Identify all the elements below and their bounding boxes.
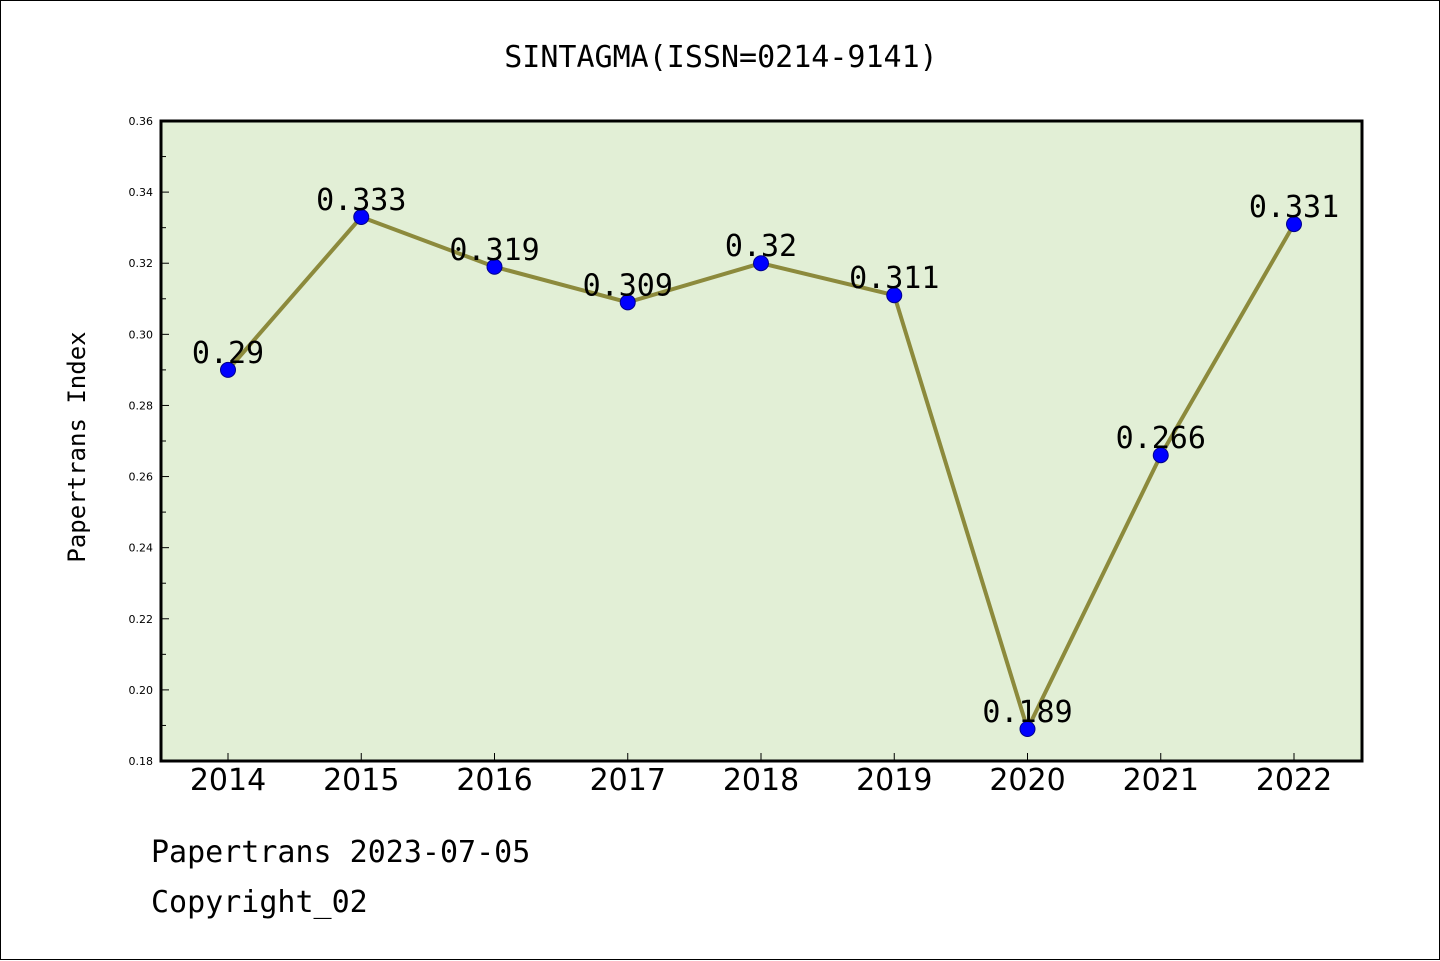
footer-copyright: Copyright_02 <box>151 885 368 920</box>
data-point <box>353 209 370 225</box>
y-tick-label: 0.30 <box>129 328 154 341</box>
data-point <box>220 361 236 378</box>
y-tick-label: 0.36 <box>129 115 154 128</box>
x-tick-label: 2018 <box>723 763 799 798</box>
data-label: 0.311 <box>849 261 939 296</box>
data-point <box>1286 216 1302 233</box>
data-label: 0.32 <box>725 229 797 264</box>
data-label: 0.189 <box>982 695 1072 730</box>
y-tick-label: 0.28 <box>129 399 154 412</box>
data-point <box>1152 447 1169 464</box>
x-tick-label: 2015 <box>323 763 399 798</box>
x-tick-label: 2021 <box>1123 763 1199 798</box>
data-point <box>753 255 769 272</box>
data-point <box>1019 721 1036 737</box>
data-label: 0.331 <box>1249 190 1339 225</box>
data-point <box>619 294 636 311</box>
y-axis-tick-labels: 0.18 0.20 0.22 0.24 0.26 0.28 0.30 0.32 0.34 0.36 <box>129 115 154 768</box>
data-point <box>486 258 503 275</box>
footer-date: Papertrans 2023-07-05 <box>151 835 531 870</box>
data-label: 0.309 <box>583 268 673 303</box>
x-tick-label: 2020 <box>989 763 1065 798</box>
y-tick-label: 0.22 <box>129 613 154 626</box>
data-label: 0.29 <box>192 336 264 371</box>
data-point-group <box>220 209 1302 737</box>
data-label-group: 0.29 0.333 0.319 0.309 0.32 0.311 0.189 0.266 0.… <box>192 183 1339 730</box>
y-axis-label: Papertrans Index <box>63 331 91 562</box>
x-tick-label: 2016 <box>456 763 532 798</box>
x-tick-label: 2017 <box>590 763 666 798</box>
y-tick-label: 0.18 <box>129 755 154 768</box>
x-tick-label: 2014 <box>190 763 266 798</box>
y-tick-label: 0.20 <box>129 684 154 697</box>
y-axis-ticks <box>161 120 1295 762</box>
y-tick-label: 0.26 <box>129 471 154 484</box>
plot-area <box>159 119 1364 763</box>
chart-title: SINTAGMA(ISSN=0214-9141) <box>504 40 937 75</box>
x-tick-label: 2019 <box>856 763 932 798</box>
x-tick-label: 2022 <box>1256 763 1332 798</box>
y-tick-label: 0.34 <box>129 186 154 199</box>
data-label: 0.319 <box>449 233 539 268</box>
data-point <box>886 287 903 304</box>
x-axis-tick-labels: 2014 2015 2016 2017 2018 2019 2020 2021 2022 <box>190 763 1332 798</box>
data-label: 0.266 <box>1116 421 1206 456</box>
y-tick-label: 0.32 <box>129 257 154 270</box>
data-label: 0.333 <box>316 183 406 218</box>
y-tick-label: 0.24 <box>129 542 154 555</box>
